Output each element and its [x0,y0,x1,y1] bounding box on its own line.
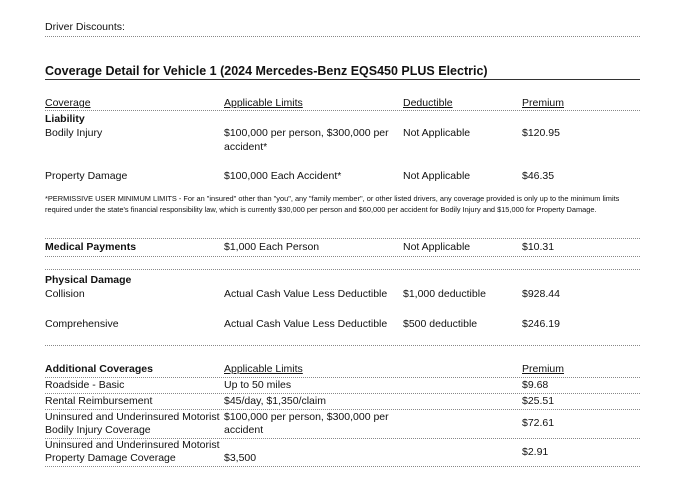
header-deductible: Deductible [403,97,453,109]
limits: accident [224,424,264,436]
coverage-name: Bodily Injury Coverage [45,424,151,436]
coverage-name: Property Damage [45,170,128,182]
deductible: $500 deductible [403,318,478,330]
additional-coverages-heading: Additional Coverages [45,363,153,375]
divider [45,256,640,257]
limits: $100,000 Each Accident* [224,170,342,182]
deductible: Not Applicable [403,241,471,253]
physical-damage-heading: Physical Damage [45,274,132,286]
header-premium: Premium [522,363,565,375]
deductible: Not Applicable [403,170,471,182]
header-coverage: Coverage [45,97,91,109]
divider [45,36,640,37]
limits: accident* [224,141,268,153]
divider [45,393,640,394]
coverage-name: Bodily Injury [45,127,103,139]
limits: $3,500 [224,452,257,464]
limits: $45/day, $1,350/claim [224,395,326,407]
limits: $1,000 Each Person [224,241,320,253]
divider [45,269,640,270]
limits: $100,000 per person, $300,000 per [224,411,389,423]
deductible: Not Applicable [403,127,471,139]
coverage-name: Comprehensive [45,318,119,330]
coverage-name: Medical Payments [45,241,137,253]
coverage-name: Uninsured and Underinsured Motorist [45,411,220,423]
header-premium: Premium [522,97,565,109]
limits: $100,000 per person, $300,000 per [224,127,389,139]
coverage-name: Uninsured and Underinsured Motorist [45,439,220,451]
limits: Up to 50 miles [224,379,292,391]
premium: $25.51 [522,395,555,407]
limits: Actual Cash Value Less Deductible [224,288,388,300]
divider [45,110,640,111]
page-title: Coverage Detail for Vehicle 1 (2024 Merc… [45,64,488,78]
premium: $246.19 [522,318,560,330]
premium: $2.91 [522,446,549,458]
driver-discounts-label: Driver Discounts: [45,21,125,33]
premium: $120.95 [522,127,560,139]
header-limits: Applicable Limits [224,363,303,375]
deductible: $1,000 deductible [403,288,486,300]
coverage-name: Rental Reimbursement [45,395,153,407]
liability-heading: Liability [45,113,85,125]
premium: $10.31 [522,241,555,253]
premium: $928.44 [522,288,560,300]
coverage-name: Collision [45,288,85,300]
premium: $72.61 [522,417,555,429]
divider [45,377,640,378]
limits: Actual Cash Value Less Deductible [224,318,388,330]
divider [45,438,640,439]
header-limits: Applicable Limits [224,97,303,109]
coverage-name: Property Damage Coverage [45,452,176,464]
divider [45,466,640,467]
divider [45,345,640,346]
premium: $46.35 [522,170,555,182]
divider [45,238,640,239]
divider [45,409,640,410]
footnote: *PERMISSIVE USER MINIMUM LIMITS - For an… [45,194,620,214]
premium: $9.68 [522,379,549,391]
title-rule [45,79,640,80]
coverage-name: Roadside - Basic [45,379,125,391]
